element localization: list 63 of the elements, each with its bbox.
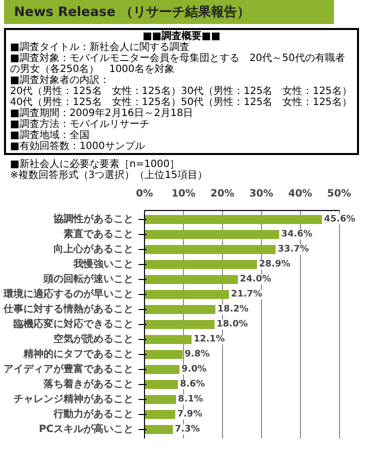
y-tick-label: 素直であること (64, 228, 134, 240)
y-tick-label: PCスキルが高いこと (38, 423, 134, 435)
data-label: 18.0% (216, 320, 248, 330)
y-tick-label: 協調性があること (52, 213, 134, 225)
text: ■調査方法：モバイルリサーチ (10, 119, 150, 130)
bar (144, 245, 276, 254)
x-tick-label: 50% (327, 188, 352, 200)
y-tick-label: アイディアが豊富であること (4, 363, 134, 375)
data-label: 28.9% (259, 260, 290, 270)
y-tick-label: 行動力があること (52, 408, 134, 420)
text: ■有効回答数：1000サンプル (10, 141, 146, 152)
text: ■■調査概要■■ (142, 31, 222, 42)
x-tick-label: 0% (136, 188, 153, 200)
bar (144, 275, 238, 284)
data-label: 24.0% (240, 274, 272, 284)
data-label: 21.7% (230, 290, 262, 300)
bar (144, 290, 229, 299)
text: ■調査対象：モバイルモニター会員を母集団とする 20代～50代の有職者の男女（各250名） 1000名を対象 (10, 53, 346, 75)
y-tick-label: 仕事に対する情熱があること (2, 303, 134, 315)
bar (144, 215, 322, 224)
data-label: 34.6% (281, 230, 312, 240)
y-tick-label: 我慢強いこと (72, 258, 134, 270)
data-label: 9.0% (182, 364, 207, 374)
bar (144, 320, 215, 329)
y-tick-label: 精神的にタフであること (22, 348, 134, 360)
y-tick-label: 落ち着きがあること (42, 378, 134, 390)
bar (144, 365, 180, 374)
data-label: 33.7% (278, 244, 309, 254)
text: 40代（男性：125名 女性：125名）50代（男性：125名 女性：125名） (10, 97, 353, 108)
data-label: 9.8% (184, 350, 210, 360)
data-label: 12.1% (194, 334, 225, 344)
text: ■調査地域：全国 (10, 130, 90, 141)
data-label: 18.2% (217, 304, 249, 314)
x-tick-label: 20% (210, 188, 234, 200)
chart-title: News Release （リサーチ結果報告） (4, 0, 334, 24)
data-label: 45.6% (324, 214, 356, 224)
bar (144, 230, 280, 239)
text: ■調査期間：2009年2月16日～2月18日 (10, 108, 194, 119)
y-tick-label: 空気が読めること (54, 333, 134, 345)
bar (144, 350, 183, 359)
bar (144, 260, 258, 269)
x-tick-label: 30% (249, 188, 274, 200)
y-tick-label: 環境に適応するのが早いこと (2, 288, 134, 300)
bar (144, 395, 176, 404)
y-tick-label: 臨機応変に対応できること (14, 318, 134, 330)
x-tick-label: 40% (288, 188, 312, 200)
text: ■調査対象者の内訳： (10, 75, 110, 86)
bar (144, 335, 192, 344)
bar (144, 425, 173, 434)
y-tick-label: チャレンジ精神があること (14, 393, 134, 405)
data-label: 8.6% (180, 380, 205, 390)
bar (144, 410, 176, 419)
bar (144, 380, 178, 389)
data-label: 7.3% (174, 424, 200, 434)
data-label: 7.9% (177, 410, 202, 420)
text: ■調査タイトル：新社会人に関する調査 (10, 42, 190, 53)
y-tick-label: 頭の回転が速いこと (42, 273, 134, 285)
chart-subtitle: ■新社会人に必要な要素［n=1000］ ※複数回答形式（3つ選択）（上位15項目） (9, 159, 208, 181)
y-tick-label: 向上心があること (54, 243, 134, 255)
data-label: 8.1% (178, 394, 203, 404)
bar (144, 305, 216, 314)
text: 20代（男性：125名 女性：125名）30代（男性：125名 女性：125名） (10, 86, 353, 97)
x-tick-label: 10% (171, 188, 196, 200)
